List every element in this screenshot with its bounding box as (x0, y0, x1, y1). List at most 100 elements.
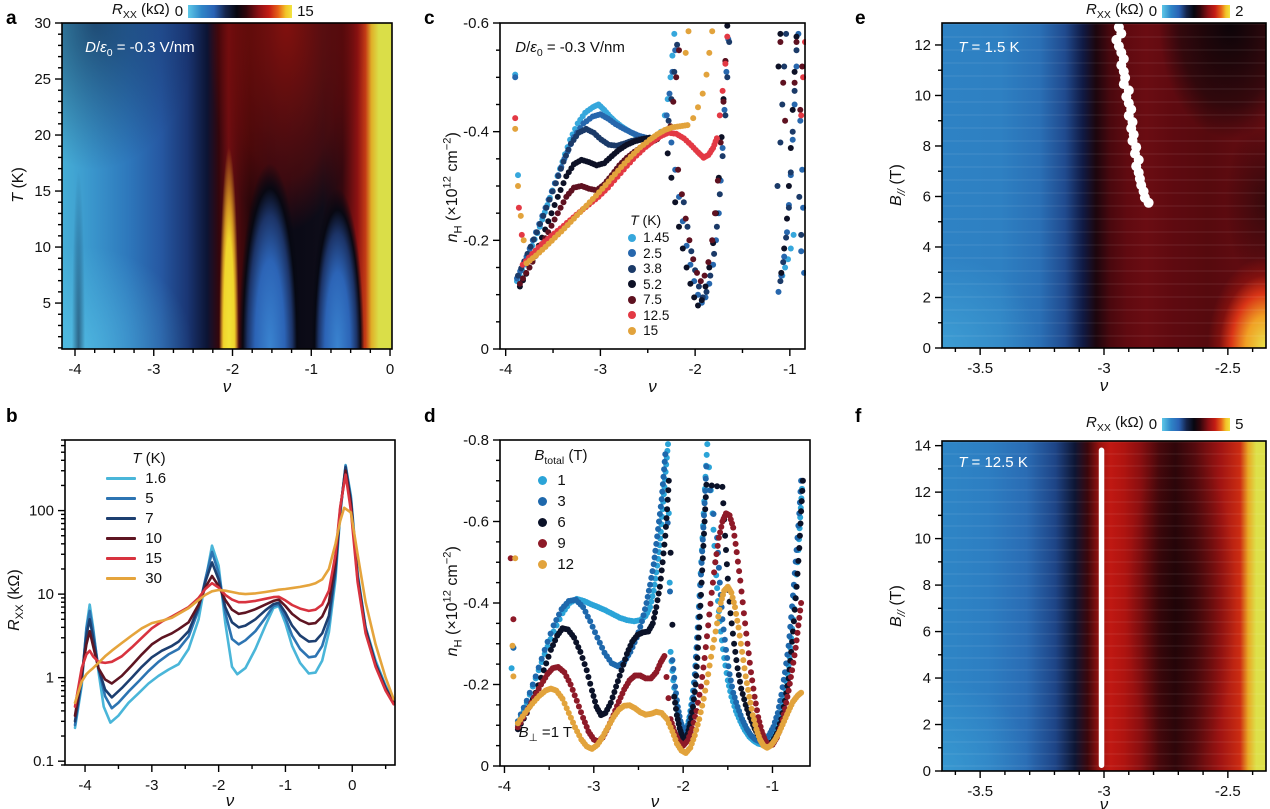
y-axis-label: T (K) (10, 167, 27, 203)
legend-item: 2.5 (628, 246, 669, 261)
y-tick-label: -0.4 (463, 595, 489, 612)
legend-item: 7 (106, 510, 166, 527)
legend-label: 30 (145, 569, 162, 587)
plot-area-f: T = 12.5 K -3.5 -3 -2.5 0 2 4 6 8 10 12 14 (914, 438, 1267, 800)
legend-swatch-icon (538, 496, 548, 506)
annotation-f: T = 12.5 K (958, 454, 1028, 472)
legend-item: 7.5 (628, 292, 669, 307)
axis-tick-labels: -4 -3 -2 -1 0 5 10 15 20 25 30 (34, 15, 394, 378)
y-tick-label: -0.2 (463, 677, 489, 694)
x-tick-label: -1 (279, 777, 292, 794)
legend-item: 15 (106, 550, 166, 567)
axis-ticks (493, 439, 774, 773)
colorbar-a: RXX (kΩ) 0 15 (112, 1, 314, 21)
legend-swatch-icon (628, 249, 637, 258)
y-tick-label: 1 (46, 670, 54, 687)
x-tick-label: -2.5 (1215, 360, 1241, 377)
line-series-30 (73, 506, 395, 705)
colorbar-min: 0 (174, 2, 184, 20)
legend-label: 9 (557, 534, 566, 552)
colorbar-label: RXX (kΩ) (1086, 1, 1144, 21)
plot-area-b: T (K) 1.6 5 7 10 15 30 -4 -3 -2 -1 0 0.1 1 10 100 (29, 439, 396, 794)
legend-swatch-icon (106, 536, 137, 540)
y-tick-label: 10 (34, 239, 51, 256)
annotation-a: D/ε0 = -0.3 V/nm (85, 39, 195, 60)
y-tick-label: 100 (29, 503, 54, 520)
legend-c: T (K) 1.45 2.5 3.8 5.2 7.5 12.5 15 (628, 212, 669, 339)
y-tick-label: -0.2 (463, 232, 489, 249)
y-tick-label: 2 (923, 717, 931, 734)
x-tick-label: -3 (587, 778, 600, 795)
legend-label: 6 (557, 513, 566, 531)
plot-svg-c: -4 -3 -2 -1 -0.6 -0.4 -0.2 0 (463, 15, 806, 378)
plot-svg-e: -3.5 -3 -2.5 0 2 4 6 8 10 12 (914, 22, 1267, 377)
y-tick-label: 4 (923, 670, 931, 687)
legend-swatch-icon (106, 556, 137, 560)
panel-letter-f: f (855, 406, 862, 427)
y-tick-label: 25 (34, 71, 51, 88)
legend-items: 1 3 6 9 12 (526, 472, 587, 573)
y-axis-label: nH (×1012 cm−2) (441, 546, 465, 657)
legend-title: T (K) (132, 449, 166, 467)
y-tick-label: 0 (923, 340, 931, 357)
series-group (507, 441, 806, 756)
colorbar-min: 0 (1148, 2, 1158, 20)
x-tick-label: -3 (1097, 783, 1110, 800)
legend-swatch-icon (106, 576, 137, 580)
legend-label: 12 (557, 555, 575, 573)
legend-swatch-icon (628, 311, 637, 320)
colorbar-label: RXX (kΩ) (112, 1, 170, 21)
legend-title: T (K) (630, 212, 662, 229)
x-axis-label: ν (225, 791, 235, 809)
x-axis-label: ν (648, 377, 657, 396)
colorbar-gradient-icon (188, 4, 293, 18)
panel-b: b RXX (kΩ) T (K) 1.6 5 7 10 15 30 -4 -3 -2 -1 0 0.… (0, 400, 420, 809)
legend-item: 1.6 (106, 470, 166, 487)
y-axis-label: B// (T) (887, 585, 909, 627)
legend-swatch-icon (628, 295, 637, 304)
x-tick-label: -3 (594, 361, 607, 378)
plot-svg-d: -4 -3 -2 -1 -0.8 -0.6 -0.4 -0.2 0 (463, 432, 811, 795)
y-tick-label: 20 (34, 127, 51, 144)
scatter-series-12 (509, 555, 805, 756)
plot-svg-f: -3.5 -3 -2.5 0 2 4 6 8 10 12 14 (914, 438, 1267, 800)
y-axis-label: nH (×1012 cm−2) (441, 132, 465, 243)
legend-swatch-icon (538, 475, 548, 485)
y-tick-label: -0.8 (463, 432, 489, 449)
scatter-series-3.8 (515, 30, 805, 301)
plot-border (941, 440, 1267, 772)
y-tick-label: 12 (914, 484, 931, 501)
annotation-d: B⊥ =1 T (518, 723, 573, 744)
panel-d: d nH (×1012 cm−2) B⊥ =1 T Btotal (T) 1 3 6… (420, 400, 850, 809)
x-tick-label: -3 (1097, 360, 1110, 377)
legend-label: 7 (145, 509, 154, 527)
panel-letter-b: b (6, 406, 18, 427)
legend-swatch-icon (538, 559, 548, 569)
plot-border (499, 439, 811, 767)
plot-svg-a: -4 -3 -2 -1 0 5 10 15 20 25 30 (34, 15, 394, 378)
legend-item: 3.8 (628, 261, 669, 276)
axis-ticks (55, 22, 391, 356)
legend-swatch-icon (106, 516, 137, 520)
legend-item: 1 (538, 472, 587, 489)
plot-border (61, 22, 393, 350)
x-tick-label: -2 (676, 778, 689, 795)
plot-area-d: B⊥ =1 T Btotal (T) 1 3 6 9 12 -4 -3 -2 -1 -0.8 -0… (463, 432, 811, 795)
legend-item: 5 (106, 490, 166, 507)
panel-c: c nH (×1012 cm−2) D/ε0 = -0.3 V/nm T (K)… (420, 0, 840, 400)
x-tick-label: -4 (78, 777, 91, 794)
panel-e: e RXX (kΩ) 0 2 B// (T) T = 1.5 K -3.5 -3-… (840, 0, 1270, 400)
x-tick-label: -2.5 (1215, 783, 1241, 800)
scatter-series-15 (512, 28, 716, 267)
x-axis-label: ν (1099, 376, 1109, 395)
x-axis-label: ν (1099, 795, 1109, 809)
colorbar-label: RXX (kΩ) (1086, 414, 1144, 434)
annotation-e: T = 1.5 K (958, 39, 1020, 57)
legend-b: T (K) 1.6 5 7 10 15 30 (106, 450, 166, 590)
colorbar-min: 0 (1148, 415, 1158, 433)
y-tick-label: 0 (481, 758, 489, 775)
legend-d: Btotal (T) 1 3 6 9 12 (526, 447, 587, 577)
legend-item: 30 (106, 570, 166, 587)
y-tick-label: 0 (481, 341, 489, 358)
